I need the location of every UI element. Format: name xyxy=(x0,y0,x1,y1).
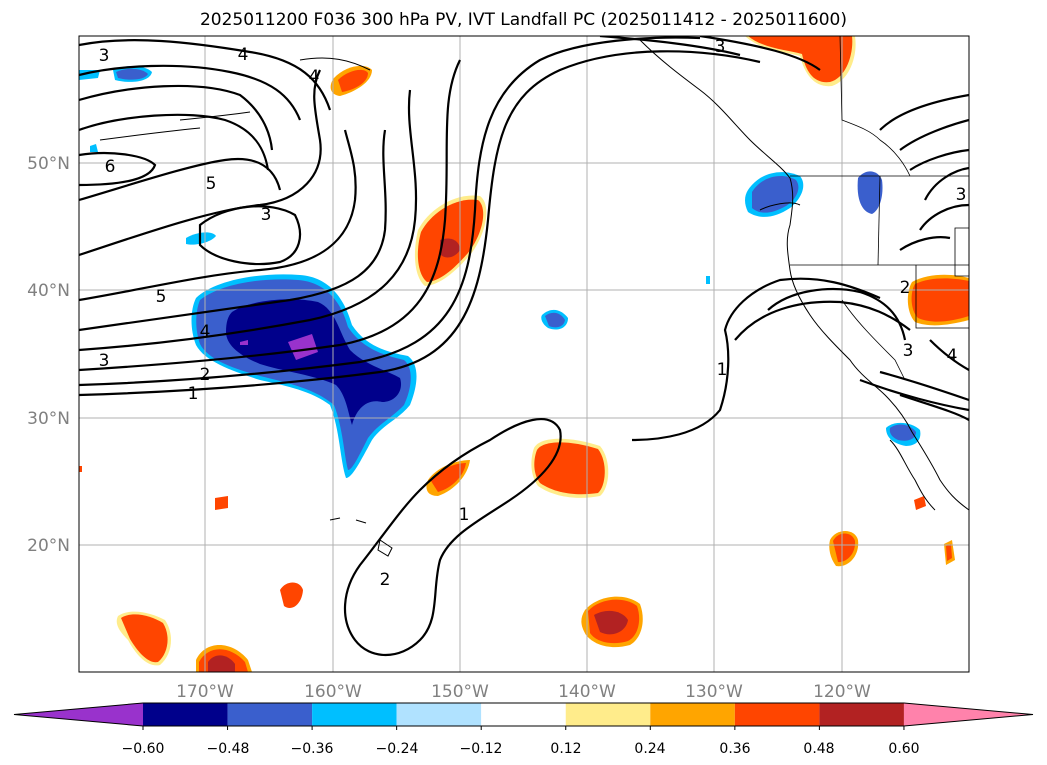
negative-anomaly-small xyxy=(79,66,921,446)
contour-label: 3 xyxy=(903,341,914,361)
contour-label: 4 xyxy=(947,346,958,366)
colorbar-segment xyxy=(819,703,904,726)
lon-label: 160°W xyxy=(304,682,362,702)
colorbar-segment xyxy=(903,703,1033,726)
colorbar-ticks: −0.60 −0.48 −0.36 −0.24 −0.12 0.12 0.24 … xyxy=(122,741,920,757)
lon-label: 130°W xyxy=(685,682,743,702)
colorbar xyxy=(13,702,1034,730)
graticule xyxy=(79,36,969,672)
lon-label: 150°W xyxy=(431,682,489,702)
colorbar-tick-label: 0.24 xyxy=(634,741,665,757)
colorbar-segment xyxy=(650,703,735,726)
political-borders xyxy=(790,36,969,381)
contour-label: 5 xyxy=(206,174,217,194)
lat-label: 30°N xyxy=(27,409,70,429)
contour-label: 3 xyxy=(99,46,110,66)
map-contents: 3 4 4 3 6 5 3 5 4 3 2 1 1 2 1 3 2 3 4 xyxy=(79,36,969,672)
contour-label: 1 xyxy=(188,384,199,404)
colorbar-tick-label: −0.36 xyxy=(291,741,334,757)
contour-label: 6 xyxy=(105,157,116,177)
colorbar-segment xyxy=(565,703,651,726)
contour-label: 5 xyxy=(156,287,167,307)
lat-label: 20°N xyxy=(27,536,70,556)
colorbar-tick-label: 0.48 xyxy=(803,741,834,757)
colorbar-segment xyxy=(14,703,143,726)
contour-label: 3 xyxy=(99,351,110,371)
contour-label: 4 xyxy=(238,45,249,65)
lon-label: 120°W xyxy=(813,682,871,702)
contour-label: 4 xyxy=(200,322,211,342)
colorbar-tick-label: −0.12 xyxy=(460,741,503,757)
coastlines xyxy=(99,39,969,557)
lon-label: 140°W xyxy=(558,682,616,702)
contour-labels: 3 4 4 3 6 5 3 5 4 3 2 1 1 2 1 3 2 3 4 xyxy=(99,37,967,590)
contour-label: 3 xyxy=(715,37,726,57)
map-title: 2025011200 F036 300 hPa PV, IVT Landfall… xyxy=(199,10,847,30)
contour-label: 1 xyxy=(459,505,470,525)
colorbar-segment xyxy=(143,703,228,726)
latitude-labels: 50°N 40°N 30°N 20°N xyxy=(27,154,70,556)
negative-anomaly-main xyxy=(191,274,417,478)
contour-label: 3 xyxy=(956,185,967,205)
colorbar-tick-label: 0.12 xyxy=(550,741,581,757)
lat-label: 40°N xyxy=(27,281,70,301)
lon-label: 170°W xyxy=(176,682,234,702)
contour-label: 4 xyxy=(309,67,320,87)
contour-label: 2 xyxy=(380,570,391,590)
colorbar-segment xyxy=(312,703,397,726)
contour-label: 2 xyxy=(200,365,211,385)
map-frame xyxy=(78,35,970,673)
colorbar-tick-label: −0.60 xyxy=(122,741,165,757)
contour-label: 3 xyxy=(261,205,272,225)
colorbar-segment xyxy=(481,703,566,726)
lat-label: 50°N xyxy=(27,154,70,174)
contour-label: 1 xyxy=(717,360,728,380)
colorbar-tick-label: −0.48 xyxy=(207,741,250,757)
colorbar-tick-label: −0.24 xyxy=(376,741,419,757)
colorbar-tick-label: 0.60 xyxy=(888,741,919,757)
colorbar-segment xyxy=(734,703,820,726)
colorbar-tick-label: 0.36 xyxy=(719,741,750,757)
longitude-labels: 170°W 160°W 150°W 140°W 130°W 120°W xyxy=(176,682,871,702)
ivt-contours xyxy=(79,36,969,657)
colorbar-segment xyxy=(227,703,313,726)
contour-label: 2 xyxy=(900,278,911,298)
colorbar-segment xyxy=(396,703,482,726)
